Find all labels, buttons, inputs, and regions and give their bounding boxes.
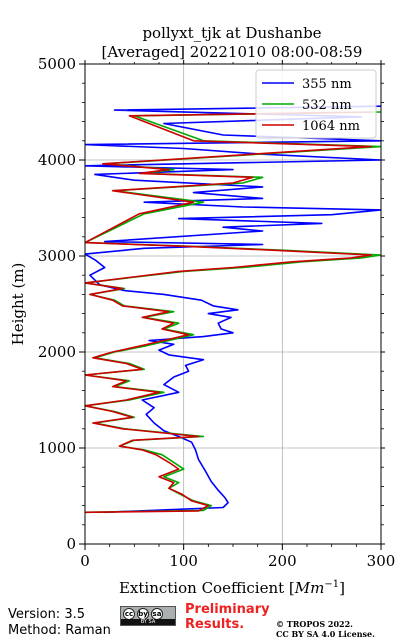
method-label: Method: Raman [8,623,111,638]
legend-label-532: 532 nm [302,98,352,113]
preliminary-line2: Results. [185,617,245,632]
series-line-1064-nm [85,111,372,514]
series-line-532-nm [85,111,381,514]
copyright-line2: CC BY SA 4.0 License. [276,629,375,639]
legend-label-1064: 1064 nm [302,119,360,134]
y-tick-label: 3000 [38,247,76,265]
legend-box [255,69,377,139]
x-tick-label: 300 [367,552,396,570]
version-label: Version: 3.5 [8,607,85,622]
y-tick-label: 1000 [38,439,76,457]
cc-badge-label: BY SA [121,619,175,625]
preliminary-line1: Preliminary [185,602,270,617]
copyright-line1: © TROPOS 2022. [276,619,353,629]
preliminary-notice: Preliminary Results. [185,602,270,632]
x-tick-label: 0 [80,552,90,570]
x-tick-label: 100 [169,552,198,570]
legend-label-355: 355 nm [302,77,352,92]
chart-title-line1: pollyxt_tjk at Dushanbe [142,24,321,42]
copyright-notice: © TROPOS 2022. CC BY SA 4.0 License. [276,619,375,639]
chart-title-line2: [Averaged] 20221010 08:00-08:59 [102,43,363,61]
series-line-355-nm [85,105,381,514]
y-axis-title: Height (m) [9,263,27,346]
y-tick-label: 5000 [38,55,76,73]
series-group [85,105,381,514]
legend: 355 nm 532 nm 1064 nm [255,69,377,139]
by-icon: by [137,608,149,620]
cc-icon: cc [123,608,135,620]
x-axis-title: Extinction Coefficient [Mm−1] [119,579,345,597]
x-tick-label: 200 [268,552,297,570]
y-tick-label: 0 [66,535,76,553]
y-tick-label: 2000 [38,343,76,361]
y-tick-label: 4000 [38,151,76,169]
cc-license-badge: cc by sa BY SA [120,606,176,626]
